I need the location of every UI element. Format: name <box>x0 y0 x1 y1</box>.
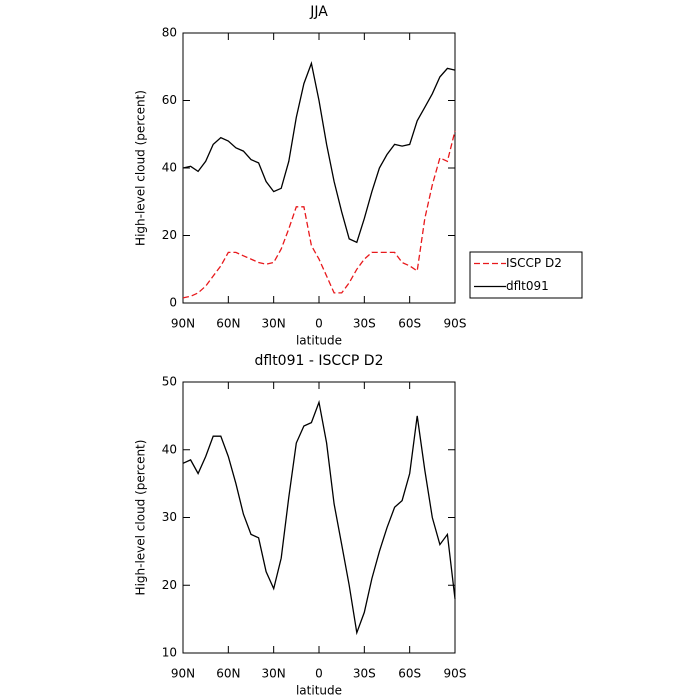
y-tick-label: 30 <box>162 510 177 524</box>
y-tick-label: 40 <box>162 442 177 456</box>
data-line <box>182 130 456 299</box>
y-tick-label: 20 <box>162 228 177 242</box>
x-tick-label: 30S <box>353 667 376 681</box>
plot-frame <box>182 381 456 654</box>
legend-label: ISCCP D2 <box>506 256 562 270</box>
y-tick-label: 40 <box>162 161 177 175</box>
y-tick-label: 60 <box>162 93 177 107</box>
y-tick-label: 80 <box>162 26 177 40</box>
legend-box <box>469 251 583 299</box>
x-tick-label: 60N <box>216 317 240 331</box>
x-tick-label: 30N <box>262 667 286 681</box>
x-axis-label: latitude <box>296 684 342 698</box>
x-tick-label: 60N <box>216 667 240 681</box>
legend-label: dflt091 <box>506 279 549 293</box>
x-tick-label: 30N <box>262 317 286 331</box>
x-tick-label: 30S <box>353 317 376 331</box>
x-tick-label: 60S <box>398 317 421 331</box>
x-axis-label: latitude <box>296 334 342 348</box>
chart-title: JJA <box>309 4 328 20</box>
y-axis-label: High-level cloud (percent) <box>134 440 148 596</box>
y-axis-label: High-level cloud (percent) <box>134 90 148 246</box>
data-line <box>182 399 456 636</box>
x-tick-label: 60S <box>398 667 421 681</box>
y-tick-label: 50 <box>162 375 177 389</box>
x-tick-label: 90N <box>171 667 195 681</box>
x-tick-label: 90S <box>444 317 467 331</box>
y-tick-label: 20 <box>162 578 177 592</box>
x-tick-label: 0 <box>315 667 323 681</box>
x-tick-label: 90S <box>444 667 467 681</box>
x-tick-label: 90N <box>171 317 195 331</box>
plot-frame <box>182 32 456 304</box>
data-line <box>182 61 456 244</box>
y-tick-label: 0 <box>169 296 177 310</box>
chart-title: dflt091 - ISCCP D2 <box>254 353 383 369</box>
y-tick-label: 10 <box>162 646 177 660</box>
x-tick-label: 0 <box>315 317 323 331</box>
